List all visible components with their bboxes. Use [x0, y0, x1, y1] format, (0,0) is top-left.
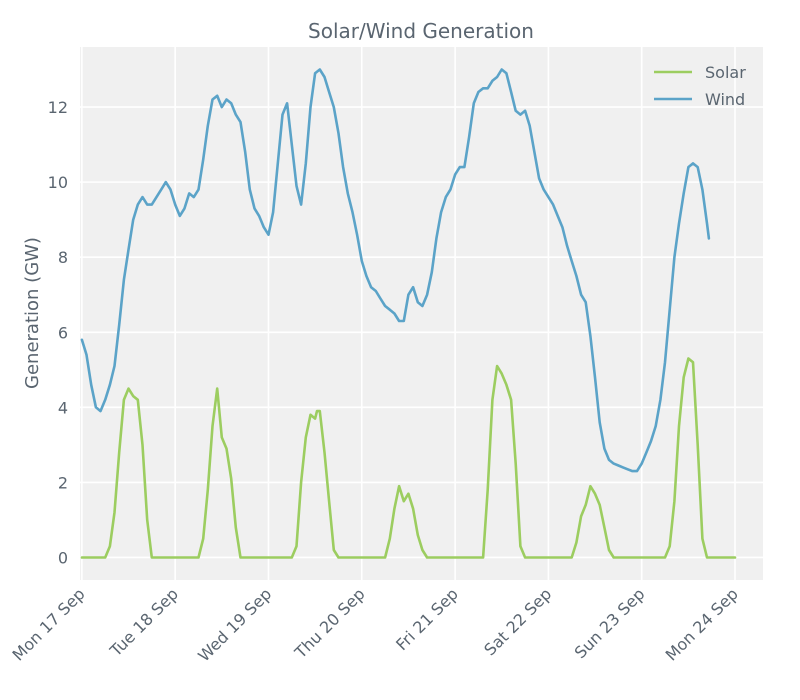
plot-area	[80, 47, 763, 580]
series-line-wind	[80, 68, 711, 473]
legend-label: Wind	[705, 90, 745, 109]
legend: Solar Wind	[654, 63, 746, 109]
y-tick-label: 0	[58, 548, 68, 567]
y-tick-label: 6	[58, 323, 68, 342]
chart-title: Solar/Wind Generation	[308, 19, 534, 43]
legend-label: Solar	[705, 63, 746, 82]
x-tick-label: Sun 23 Sep	[571, 584, 649, 662]
y-tick-label: 2	[58, 473, 68, 492]
grid	[80, 47, 763, 580]
y-tick-label: 4	[58, 398, 68, 417]
x-tick-label: Wed 19 Sep	[194, 584, 275, 665]
y-axis-label: Generation (GW)	[22, 237, 43, 389]
y-tick-label: 10	[48, 173, 68, 192]
x-tick-label: Mon 17 Sep	[8, 584, 88, 664]
x-axis-ticks: Mon 17 Sep Tue 18 Sep Wed 19 Sep Thu 20 Sep…	[8, 584, 741, 665]
series-line-solar	[80, 357, 737, 559]
x-tick-label: Tue 18 Sep	[106, 584, 182, 660]
y-axis-ticks: 0 2 4 6 8 10 12	[48, 98, 68, 567]
x-tick-label: Thu 20 Sep	[290, 584, 368, 662]
y-tick-label: 8	[58, 248, 68, 267]
y-tick-label: 12	[48, 98, 68, 117]
series-layer	[80, 68, 737, 559]
x-tick-label: Mon 24 Sep	[662, 584, 742, 664]
x-tick-label: Sat 22 Sep	[480, 584, 555, 659]
x-tick-label: Fri 21 Sep	[392, 584, 462, 654]
